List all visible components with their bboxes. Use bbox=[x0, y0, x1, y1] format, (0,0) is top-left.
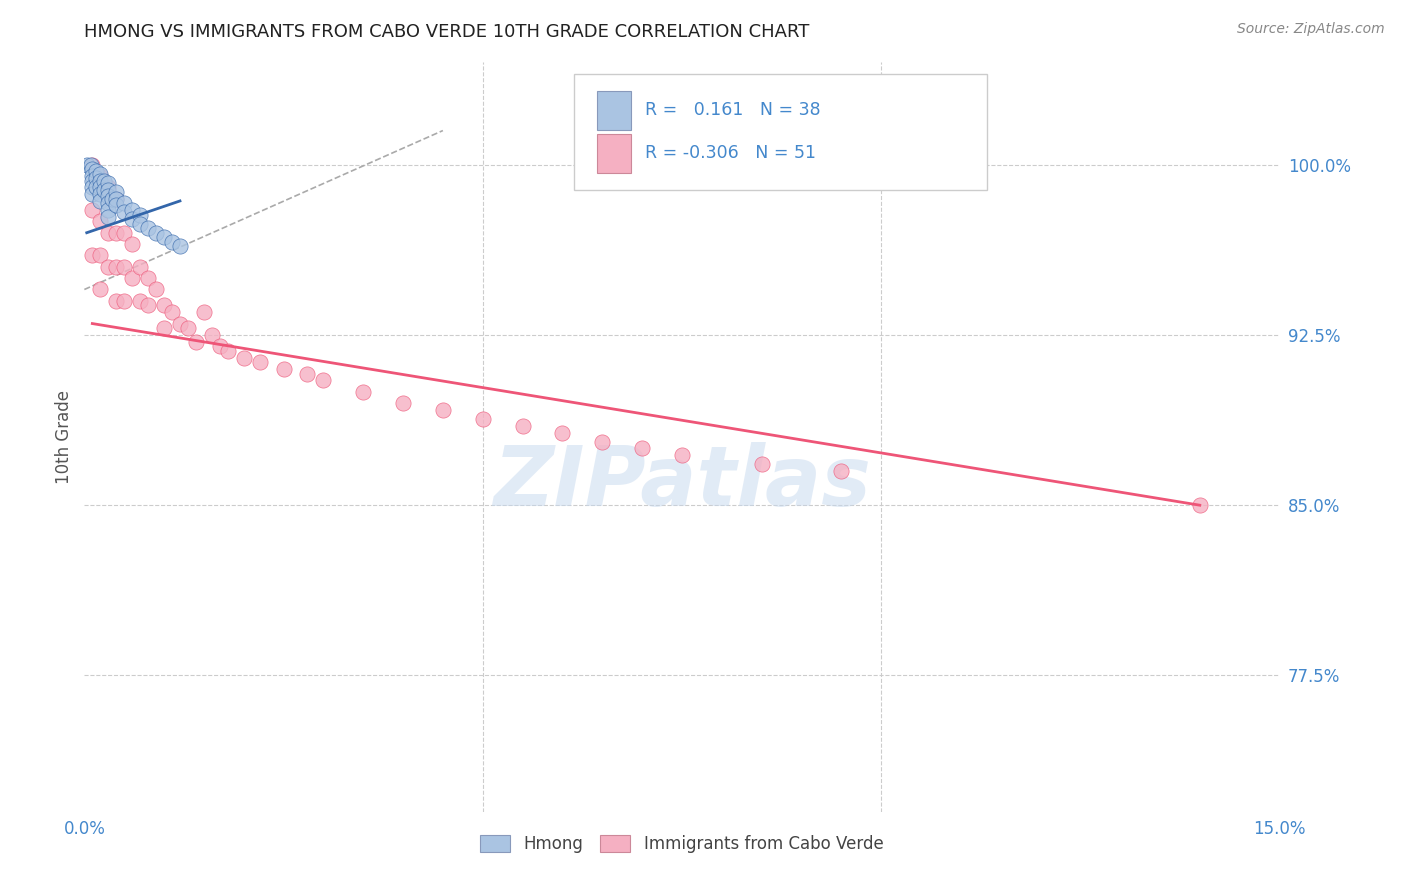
Point bbox=[82, 158, 104, 172]
Point bbox=[89, 214, 111, 228]
Point bbox=[471, 412, 494, 426]
Point bbox=[82, 169, 104, 183]
Point bbox=[193, 305, 215, 319]
Point bbox=[105, 226, 128, 240]
Point bbox=[82, 180, 104, 194]
Point bbox=[153, 298, 176, 312]
Point bbox=[671, 448, 693, 462]
Point bbox=[97, 210, 120, 224]
Point bbox=[201, 327, 224, 342]
Point bbox=[97, 226, 120, 240]
Point bbox=[591, 434, 613, 449]
Point bbox=[89, 194, 111, 208]
Point bbox=[169, 239, 191, 253]
Legend: Hmong, Immigrants from Cabo Verde: Hmong, Immigrants from Cabo Verde bbox=[474, 828, 890, 860]
Point bbox=[105, 260, 128, 274]
Point bbox=[86, 171, 108, 186]
Point bbox=[129, 217, 152, 231]
Point bbox=[89, 187, 111, 202]
Point bbox=[273, 362, 295, 376]
Point bbox=[97, 260, 120, 274]
Point bbox=[82, 202, 104, 217]
Point bbox=[89, 167, 111, 181]
Point bbox=[830, 464, 852, 478]
Point bbox=[136, 298, 159, 312]
Point bbox=[82, 248, 104, 262]
Point bbox=[112, 196, 135, 211]
Point bbox=[392, 396, 415, 410]
Point bbox=[112, 293, 135, 308]
Point bbox=[121, 271, 143, 285]
Point bbox=[751, 458, 773, 472]
Point bbox=[80, 158, 103, 172]
Point bbox=[169, 317, 191, 331]
Point bbox=[105, 192, 128, 206]
Point bbox=[89, 248, 111, 262]
Point bbox=[232, 351, 254, 365]
Point bbox=[184, 334, 207, 349]
Point bbox=[105, 192, 128, 206]
Point bbox=[86, 164, 108, 178]
Text: R = -0.306   N = 51: R = -0.306 N = 51 bbox=[645, 145, 815, 162]
Text: R =   0.161   N = 38: R = 0.161 N = 38 bbox=[645, 102, 821, 120]
Point bbox=[1188, 498, 1211, 512]
Point bbox=[89, 173, 111, 187]
Point bbox=[208, 339, 231, 353]
Point bbox=[112, 226, 135, 240]
Point bbox=[160, 235, 183, 249]
Point bbox=[129, 260, 152, 274]
Point bbox=[297, 367, 319, 381]
Point bbox=[89, 169, 111, 183]
Point bbox=[105, 185, 128, 199]
Point bbox=[631, 442, 654, 456]
Bar bbox=[598, 134, 630, 172]
Point bbox=[145, 226, 167, 240]
Point bbox=[121, 212, 143, 227]
Point bbox=[129, 208, 152, 222]
Point bbox=[89, 180, 111, 194]
Point bbox=[551, 425, 574, 440]
Y-axis label: 10th Grade: 10th Grade bbox=[55, 390, 73, 484]
Point bbox=[112, 260, 135, 274]
Point bbox=[121, 237, 143, 252]
Point bbox=[82, 173, 104, 187]
Point bbox=[249, 355, 271, 369]
Point bbox=[76, 158, 98, 172]
Point bbox=[86, 180, 108, 194]
Text: HMONG VS IMMIGRANTS FROM CABO VERDE 10TH GRADE CORRELATION CHART: HMONG VS IMMIGRANTS FROM CABO VERDE 10TH… bbox=[84, 23, 810, 41]
Point bbox=[136, 221, 159, 235]
Point bbox=[105, 293, 128, 308]
Point bbox=[160, 305, 183, 319]
FancyBboxPatch shape bbox=[575, 74, 987, 190]
Point bbox=[93, 173, 115, 187]
Point bbox=[105, 198, 128, 212]
Point bbox=[97, 196, 120, 211]
Point bbox=[97, 183, 120, 197]
Point bbox=[93, 183, 115, 197]
Point bbox=[217, 343, 239, 358]
Point bbox=[89, 283, 111, 297]
Point bbox=[101, 192, 124, 206]
Point bbox=[312, 373, 335, 387]
Point bbox=[97, 189, 120, 203]
Point bbox=[153, 321, 176, 335]
Point bbox=[432, 402, 454, 417]
Point bbox=[82, 187, 104, 202]
Point bbox=[112, 205, 135, 219]
Text: Source: ZipAtlas.com: Source: ZipAtlas.com bbox=[1237, 22, 1385, 37]
Point bbox=[145, 283, 167, 297]
Text: ZIPatlas: ZIPatlas bbox=[494, 442, 870, 523]
Point bbox=[153, 230, 176, 244]
Point bbox=[121, 202, 143, 217]
Point bbox=[512, 418, 534, 433]
Point bbox=[177, 321, 200, 335]
Point bbox=[136, 271, 159, 285]
Point bbox=[352, 384, 374, 399]
Point bbox=[97, 176, 120, 190]
Point bbox=[129, 293, 152, 308]
Bar bbox=[598, 91, 630, 130]
Point bbox=[97, 180, 120, 194]
Point bbox=[97, 202, 120, 217]
Point bbox=[82, 162, 104, 177]
